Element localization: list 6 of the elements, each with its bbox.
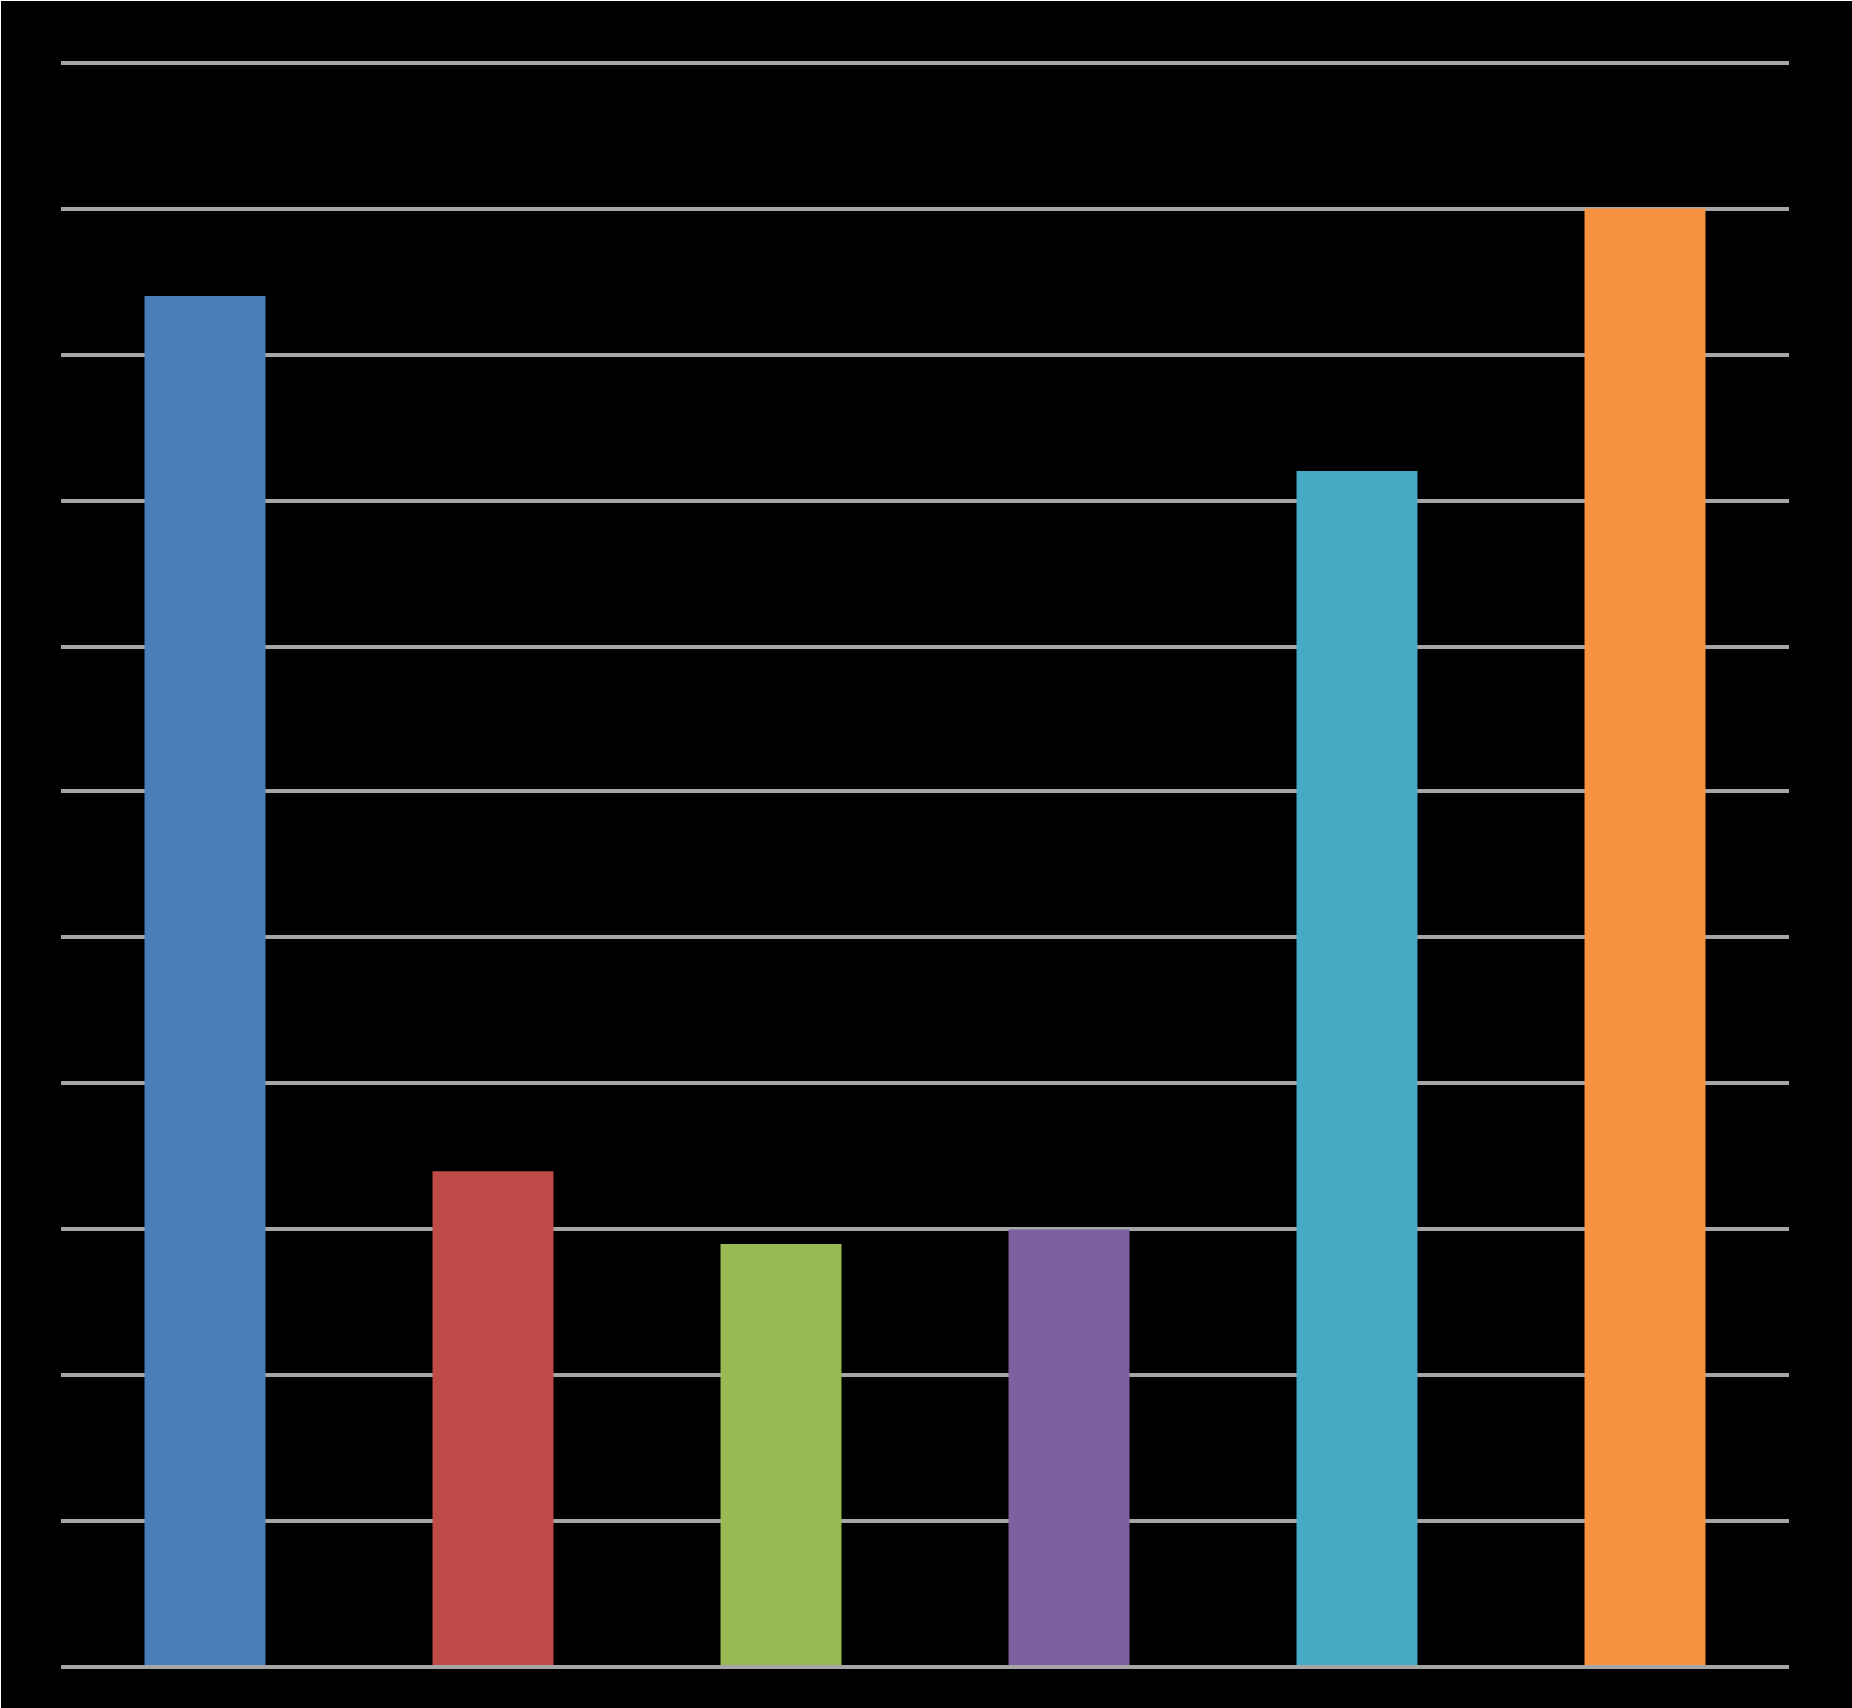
bar — [720, 1244, 842, 1667]
bar — [432, 1171, 554, 1667]
bar — [1584, 208, 1706, 1667]
bar — [144, 296, 266, 1667]
bar — [1296, 471, 1418, 1667]
bar — [1008, 1229, 1130, 1667]
